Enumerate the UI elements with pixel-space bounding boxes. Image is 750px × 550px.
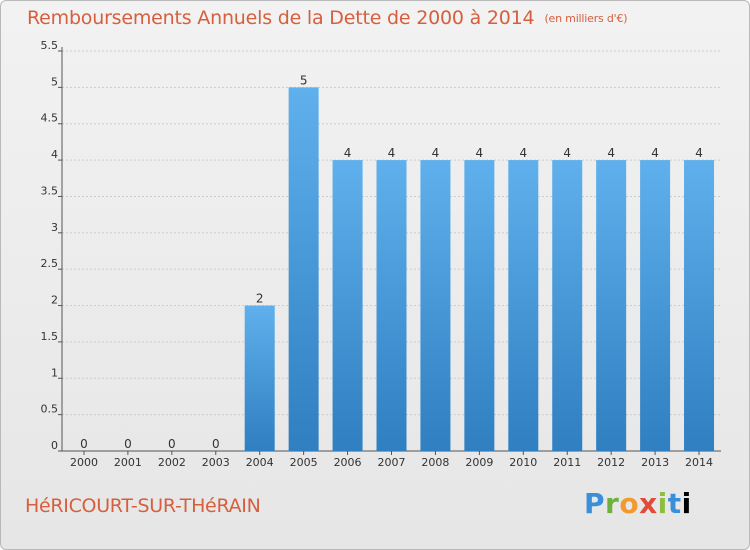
- chart-title: Remboursements Annuels de la Dette de 20…: [27, 7, 628, 29]
- bar-2005: [288, 87, 319, 451]
- x-tick-label-2014: 2014: [685, 456, 713, 469]
- city-name: HéRICOURT-SUR-THéRAIN: [25, 495, 261, 517]
- x-tick-label-2010: 2010: [509, 456, 537, 469]
- x-tick-label-2006: 2006: [334, 456, 362, 469]
- value-label-2002: 0: [168, 437, 176, 451]
- bar-2006: [332, 160, 363, 451]
- bar-2008: [420, 160, 451, 451]
- value-label-2001: 0: [124, 437, 132, 451]
- x-tick-label-2009: 2009: [465, 456, 493, 469]
- logo-letter: t: [667, 487, 682, 520]
- value-label-2013: 4: [651, 146, 659, 160]
- value-label-2008: 4: [432, 146, 440, 160]
- y-tick-label: 2.5: [41, 257, 59, 270]
- x-tick-label-2005: 2005: [290, 456, 318, 469]
- x-tick-label-2003: 2003: [202, 456, 230, 469]
- y-tick-label: 1.5: [41, 330, 59, 343]
- x-tick-label-2002: 2002: [158, 456, 186, 469]
- y-tick-label: 5.5: [41, 39, 59, 52]
- y-tick-label: 5: [51, 75, 58, 88]
- y-tick-label: 0: [51, 439, 58, 452]
- title-text: Remboursements Annuels de la Dette de 20…: [27, 7, 535, 29]
- value-label-2005: 5: [300, 73, 308, 87]
- bars: [244, 87, 715, 451]
- value-label-2004: 2: [256, 292, 264, 306]
- y-tick-label: 1: [51, 366, 58, 379]
- value-label-2007: 4: [388, 146, 396, 160]
- x-tick-label-2000: 2000: [70, 456, 98, 469]
- x-tick-label-2001: 2001: [114, 456, 142, 469]
- title-unit: (en milliers d'€): [544, 12, 628, 25]
- bar-2007: [376, 160, 407, 451]
- x-tick-label-2011: 2011: [553, 456, 581, 469]
- logo-letter: P: [584, 487, 606, 520]
- logo-letter: o: [619, 487, 640, 520]
- value-label-2006: 4: [344, 146, 352, 160]
- x-tick-label-2007: 2007: [378, 456, 406, 469]
- y-tick-label: 3.5: [41, 184, 59, 197]
- bar-2012: [596, 160, 627, 451]
- bar-2013: [640, 160, 671, 451]
- value-label-2011: 4: [563, 146, 571, 160]
- logo-letter: x: [639, 487, 658, 520]
- bar-2011: [552, 160, 583, 451]
- x-tick-label-2004: 2004: [246, 456, 274, 469]
- bar-2010: [508, 160, 539, 451]
- logo-letter: r: [605, 487, 620, 520]
- value-label-2010: 4: [519, 146, 527, 160]
- value-label-2014: 4: [695, 146, 703, 160]
- bar-2014: [684, 160, 715, 451]
- y-tick-label: 0.5: [41, 403, 59, 416]
- value-label-2009: 4: [476, 146, 484, 160]
- value-label-2003: 0: [212, 437, 220, 451]
- y-tick-label: 2: [51, 294, 58, 307]
- value-label-2000: 0: [80, 437, 88, 451]
- labels: 0 2000 0 2001 0 2002 0 2003 2 2004 5 2005 4 2006 4 2007…: [70, 73, 713, 469]
- y-tick-label: 4.5: [41, 112, 59, 125]
- logo-letter: i: [681, 487, 692, 520]
- value-label-2012: 4: [607, 146, 615, 160]
- proxiti-logo: Proxiti: [584, 487, 692, 520]
- logo-letter: i: [657, 487, 668, 520]
- bar-2004: [244, 305, 275, 451]
- x-tick-label-2012: 2012: [597, 456, 625, 469]
- y-tick-label: 3: [51, 221, 58, 234]
- axes: 0 0.5 1 1.5 2 2.5 3 3.5 4 4.5 5 5.5: [41, 39, 721, 455]
- bar-2009: [464, 160, 495, 451]
- y-tick-label: 4: [51, 148, 58, 161]
- x-tick-label-2008: 2008: [421, 456, 449, 469]
- x-tick-label-2013: 2013: [641, 456, 669, 469]
